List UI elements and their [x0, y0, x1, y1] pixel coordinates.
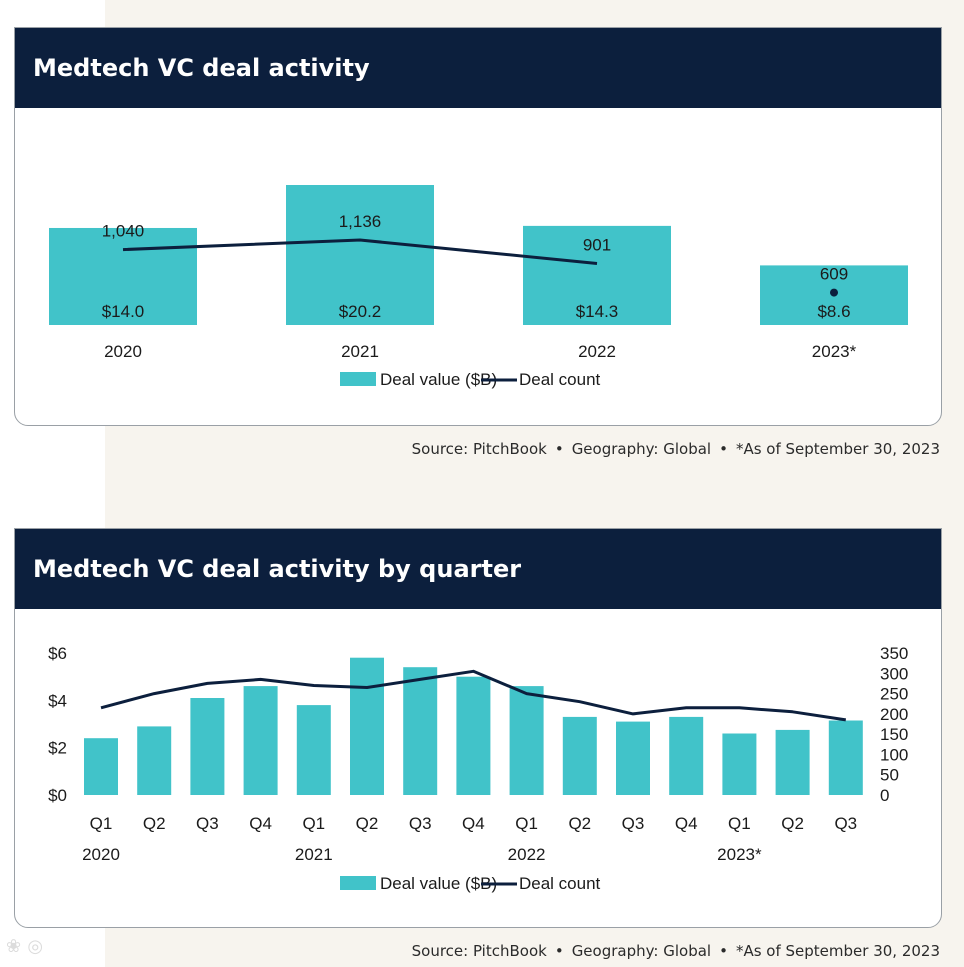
deal-count-line: [122, 238, 598, 265]
y-right-tick-label: 250: [880, 685, 908, 704]
source-text: Source: PitchBook: [411, 942, 547, 960]
chart-title: Medtech VC deal activity: [33, 54, 370, 82]
deal-value-bar: [523, 225, 671, 325]
as-of-text: *As of September 30, 2023: [735, 942, 940, 960]
legend-bar-swatch: [340, 372, 376, 386]
geography-text: Geography: Global: [571, 942, 712, 960]
x-tick-label: Q2: [356, 814, 379, 833]
x-tick-label: Q1: [515, 814, 538, 833]
chart-source-note: Source: PitchBook • Geography: Global • *As …: [412, 440, 940, 458]
deal-value-bar: [562, 716, 597, 795]
card-header: Medtech VC deal activity: [15, 28, 941, 108]
deal-value-bar: [403, 667, 438, 795]
legend-line-label: Deal count: [519, 874, 601, 893]
year-label: 2023*: [717, 845, 762, 864]
deal-value-bar: [49, 227, 197, 325]
bar-value-label: $8.6: [817, 302, 850, 321]
x-tick-label: Q1: [302, 814, 325, 833]
chart-source-note: Source: PitchBook • Geography: Global • *As …: [412, 942, 940, 960]
x-tick-label: Q4: [462, 814, 485, 833]
deal-value-bar: [243, 686, 278, 795]
deal-count-label: 1,040: [102, 222, 145, 241]
deal-value-bar: [456, 676, 491, 795]
x-tick-label: 2020: [104, 342, 142, 361]
deal-value-bar: [775, 729, 810, 795]
x-tick-label: Q4: [249, 814, 272, 833]
deal-count-line: [100, 669, 847, 722]
y-right-tick-label: 0: [880, 786, 889, 805]
x-tick-label: Q3: [622, 814, 645, 833]
y-right-tick-label: 300: [880, 664, 908, 683]
x-tick-label: Q3: [834, 814, 857, 833]
annual-chart: $14.0 2020 $20.2 2021 $14.3 2022 $8.6 2023* 1,04…: [49, 185, 908, 389]
legend-line-label: Deal count: [519, 370, 601, 389]
chart-title: Medtech VC deal activity by quarter: [33, 555, 522, 583]
separator-dot: •: [554, 942, 564, 960]
y-right-tick-label: 100: [880, 745, 908, 764]
y-right-tick-label: 350: [880, 644, 908, 663]
legend-bar-label: Deal value ($B): [380, 874, 497, 893]
x-tick-label: Q2: [781, 814, 804, 833]
deal-value-bar: [350, 657, 384, 795]
source-text: Source: PitchBook: [411, 440, 547, 458]
separator-dot: •: [719, 440, 728, 458]
separator-dot: •: [719, 942, 728, 960]
x-tick-label: Q3: [196, 814, 219, 833]
deal-value-bar: [722, 733, 757, 795]
card-header: Medtech VC deal activity by quarter: [15, 529, 941, 609]
x-tick-label: 2021: [341, 342, 379, 361]
deal-count-point: [830, 288, 838, 297]
x-tick-label: Q2: [568, 814, 591, 833]
deal-value-bar: [286, 185, 434, 325]
x-tick-label: 2023*: [812, 342, 857, 361]
x-tick-label: Q3: [409, 814, 432, 833]
deal-count-label: 609: [820, 265, 848, 284]
y-left-tick-label: $2: [48, 739, 67, 758]
deal-value-bar: [669, 716, 704, 795]
deal-value-bar: [509, 686, 544, 795]
y-left-tick-label: $4: [48, 691, 67, 710]
deal-value-bar: [616, 721, 650, 795]
bar-value-label: $14.0: [102, 302, 145, 321]
year-label: 2021: [295, 845, 333, 864]
x-tick-label: Q1: [728, 814, 751, 833]
as-of-text: *As of September 30, 2023: [735, 440, 940, 458]
bar-value-label: $14.3: [576, 302, 619, 321]
y-right-tick-label: 50: [880, 766, 899, 785]
quarterly-chart-card: Medtech VC deal activity by quarter $0 $2…: [14, 528, 942, 928]
annual-chart-card: Medtech VC deal activity $14.0 2020 $20.2 2…: [14, 27, 942, 426]
x-tick-label: Q1: [90, 814, 113, 833]
separator-dot: •: [554, 440, 564, 458]
y-right-tick-label: 200: [880, 705, 908, 724]
year-label: 2022: [508, 845, 546, 864]
y-left-tick-label: $6: [48, 644, 67, 663]
deal-value-bar: [190, 698, 225, 795]
x-tick-label: Q4: [675, 814, 698, 833]
x-tick-label: 2022: [578, 342, 616, 361]
legend-bar-label: Deal value ($B): [380, 370, 497, 389]
year-label: 2020: [82, 845, 120, 864]
watermark-logo: ❀ ◎: [6, 936, 44, 957]
legend-bar-swatch: [340, 876, 376, 890]
deal-count-label: 901: [583, 236, 611, 255]
deal-value-bar: [828, 720, 863, 795]
y-right-tick-label: 150: [880, 725, 908, 744]
deal-value-bar: [137, 726, 172, 795]
deal-count-label: 1,136: [339, 212, 382, 231]
deal-value-bar: [296, 705, 331, 795]
y-left-tick-label: $0: [48, 786, 67, 805]
deal-value-bar: [84, 738, 118, 795]
geography-text: Geography: Global: [571, 440, 712, 458]
bar-value-label: $20.2: [339, 302, 382, 321]
x-tick-label: Q2: [143, 814, 166, 833]
